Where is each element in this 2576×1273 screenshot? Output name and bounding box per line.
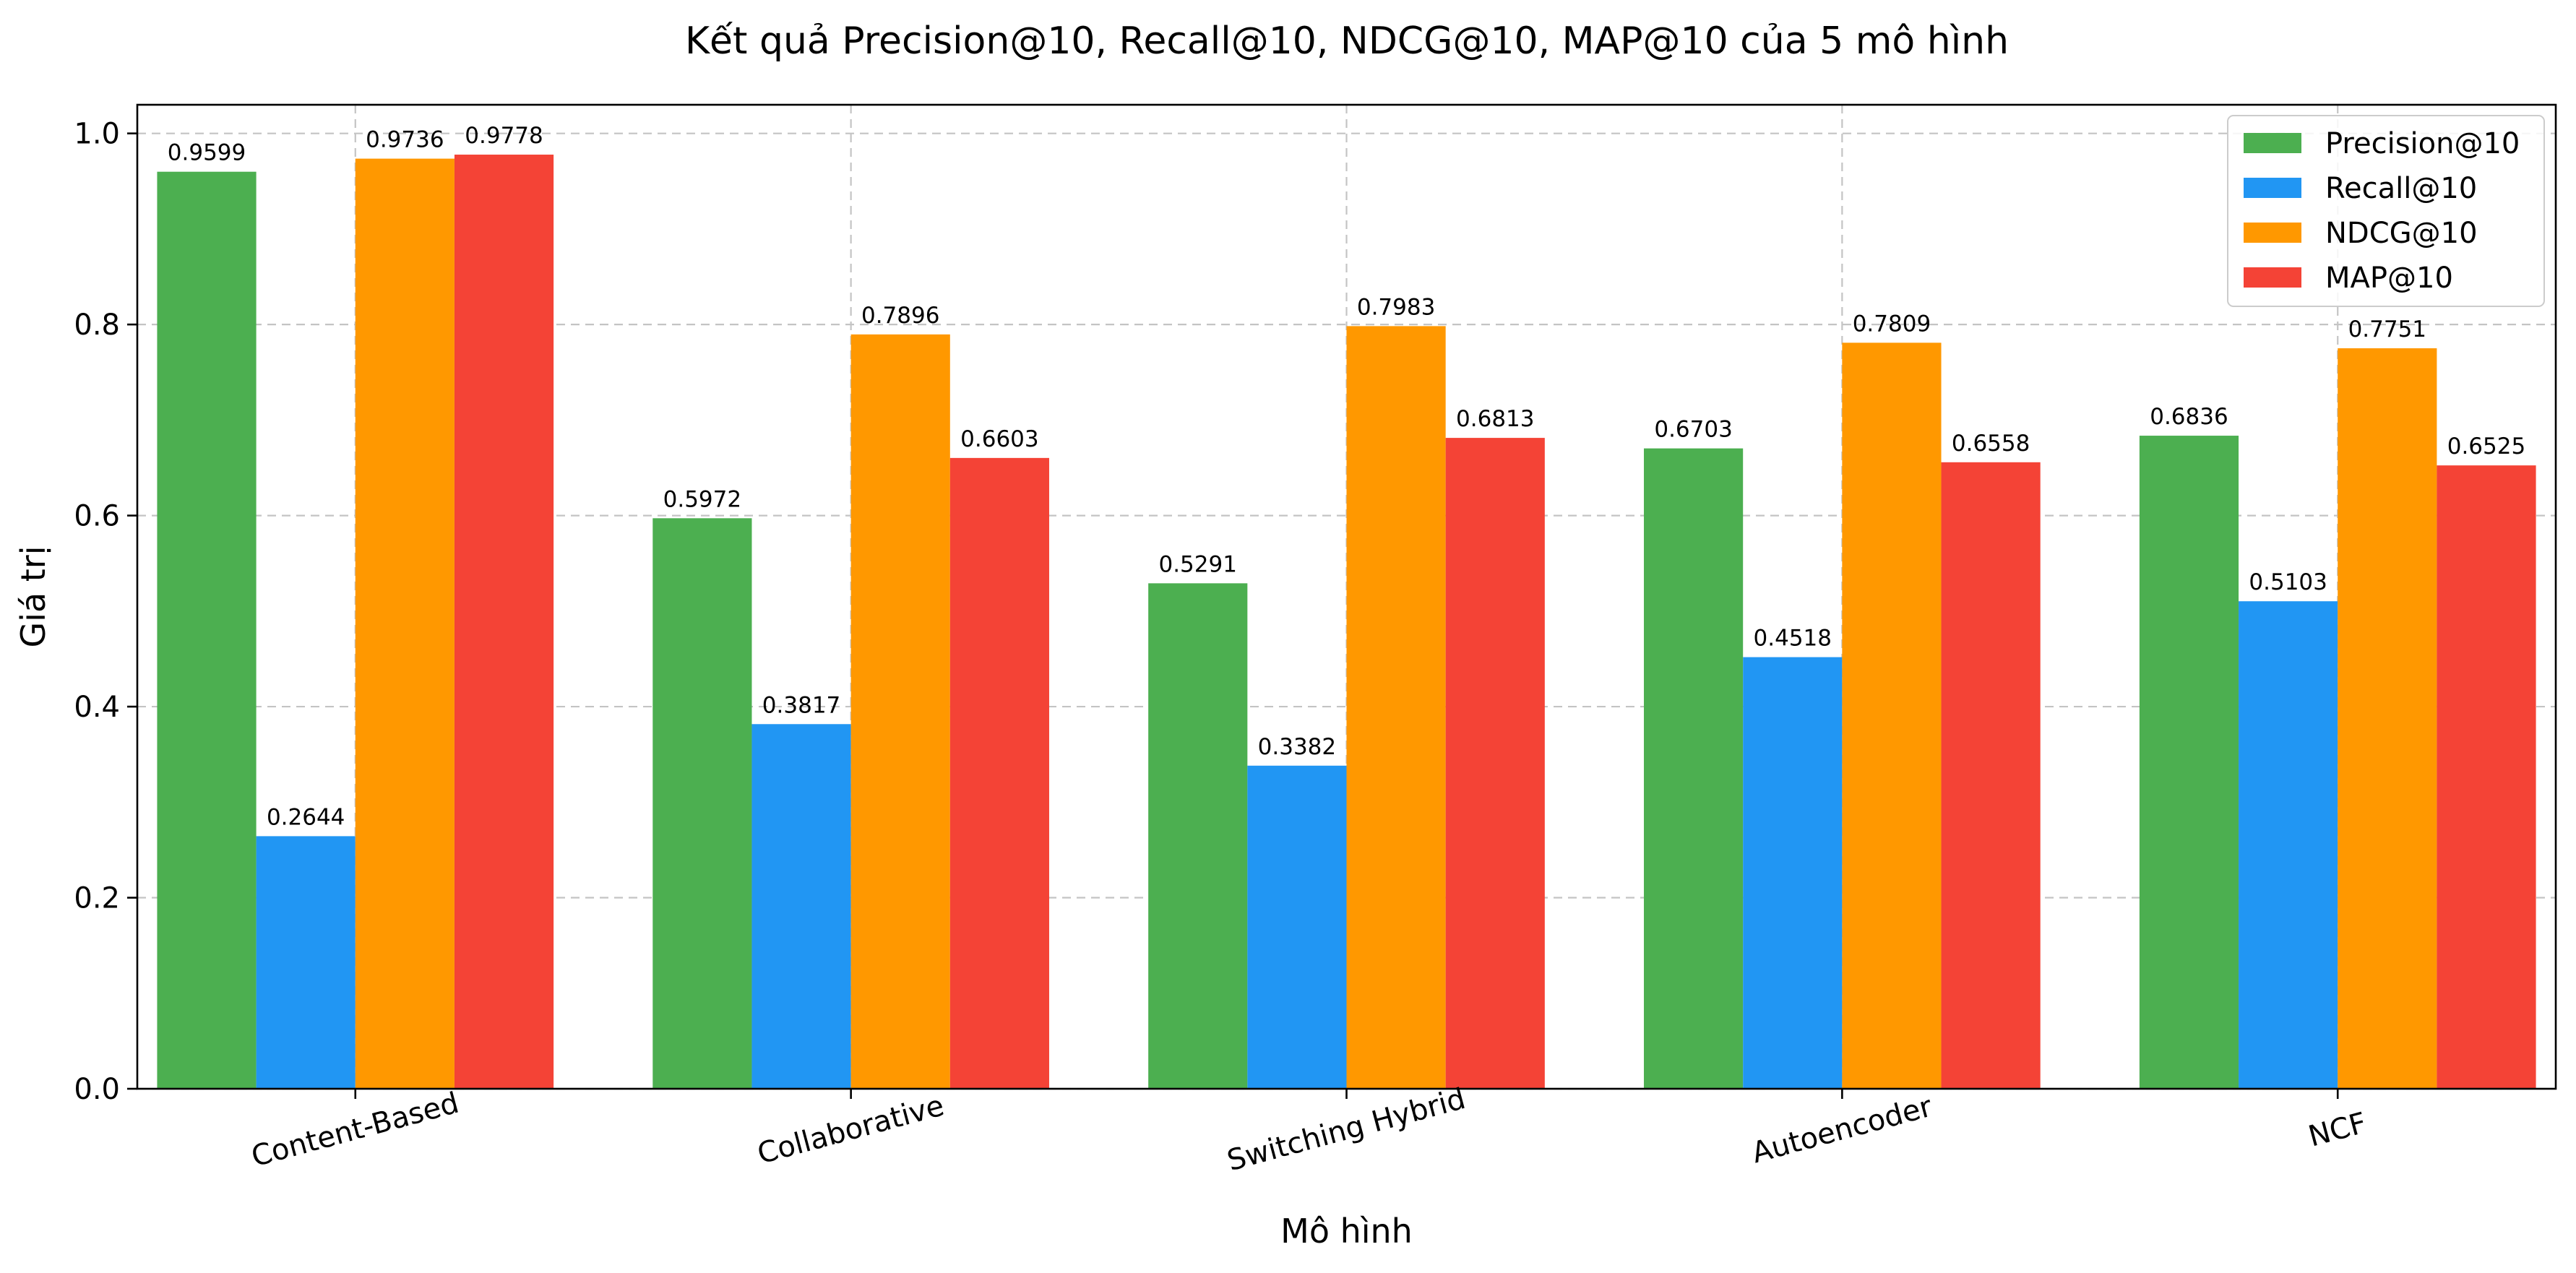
legend-swatch (2244, 178, 2301, 198)
bar-value-label: 0.9736 (366, 127, 444, 153)
bar-precision-10 (1148, 583, 1248, 1089)
bar-recall-10 (2239, 601, 2338, 1089)
y-axis: 0.0 0.2 0.4 0.6 0.8 1.0 (74, 118, 137, 1106)
legend-swatch (2244, 267, 2301, 288)
bar-value-label: 0.3817 (762, 692, 840, 718)
bar-ndcg-10 (1346, 326, 1446, 1089)
x-tick-label: Autoencoder (1749, 1090, 1936, 1170)
y-axis-title: Giá trị (14, 546, 53, 648)
y-tick-label: 0.2 (74, 882, 120, 915)
legend: Precision@10 Recall@10 NDCG@10 MAP@10 (2227, 115, 2545, 307)
bar-value-label: 0.6558 (1952, 431, 2030, 457)
y-tick-label: 1.0 (74, 118, 120, 151)
bar-value-label: 0.2644 (267, 804, 345, 830)
legend-box (2227, 115, 2545, 307)
bar-value-label: 0.4518 (1754, 626, 1832, 652)
bar-value-label: 0.7896 (861, 303, 939, 329)
bars (157, 155, 2536, 1089)
bar-recall-10 (751, 724, 851, 1089)
legend-label: NDCG@10 (2325, 217, 2478, 250)
bar-value-label: 0.5291 (1158, 551, 1236, 577)
bar-value-labels: 0.9599 0.5972 0.5291 0.6703 0.6836 0.2644 0.38… (168, 123, 2525, 830)
y-tick-label: 0.6 (74, 500, 120, 533)
bar-value-label: 0.5972 (663, 486, 741, 512)
bar-map-10 (949, 457, 1049, 1089)
bar-value-label: 0.6525 (2447, 433, 2525, 459)
y-tick-label: 0.4 (74, 691, 120, 724)
bar-recall-10 (1247, 765, 1347, 1089)
bar-value-label: 0.6813 (1456, 406, 1534, 432)
bar-value-label: 0.7751 (2348, 316, 2426, 342)
bar-ndcg-10 (355, 158, 455, 1089)
y-tick-label: 0.8 (74, 308, 120, 342)
legend-swatch (2244, 223, 2301, 243)
bar-value-label: 0.7983 (1357, 294, 1435, 320)
legend-swatch (2244, 133, 2301, 153)
bar-value-label: 0.9778 (465, 123, 543, 149)
x-axis-title: Mô hình (1280, 1212, 1413, 1251)
bar-precision-10 (1644, 448, 1744, 1089)
legend-label: Recall@10 (2325, 172, 2477, 205)
bar-value-label: 0.5103 (2249, 569, 2327, 595)
bar-map-10 (2437, 465, 2536, 1089)
bar-ndcg-10 (1842, 342, 1942, 1089)
bar-precision-10 (157, 171, 257, 1089)
bar-ndcg-10 (2338, 348, 2437, 1089)
bar-value-label: 0.3382 (1258, 734, 1336, 760)
bar-value-label: 0.6703 (1654, 417, 1732, 443)
bar-ndcg-10 (850, 334, 950, 1089)
bar-value-label: 0.9599 (168, 140, 246, 166)
bar-map-10 (454, 155, 554, 1089)
legend-label: Precision@10 (2325, 127, 2520, 160)
x-tick-label: Collaborative (754, 1089, 947, 1171)
bar-map-10 (1445, 438, 1545, 1089)
x-tick-label: Content-Based (248, 1087, 462, 1174)
bar-value-label: 0.6603 (960, 426, 1038, 452)
bar-precision-10 (652, 518, 752, 1089)
bar-precision-10 (2139, 436, 2239, 1089)
bar-recall-10 (1743, 657, 1843, 1089)
x-axis: Content-Based Collaborative Switching Hybr… (248, 1082, 2370, 1178)
bar-map-10 (1941, 462, 2041, 1089)
y-tick-label: 0.0 (74, 1073, 120, 1106)
bar-value-label: 0.7809 (1853, 311, 1931, 337)
bar-value-label: 0.6836 (2150, 404, 2228, 430)
chart-title: Kết quả Precision@10, Recall@10, NDCG@10… (685, 20, 2009, 63)
bar-recall-10 (256, 836, 356, 1089)
legend-label: MAP@10 (2325, 262, 2453, 295)
x-tick-label: NCF (2305, 1106, 2370, 1153)
